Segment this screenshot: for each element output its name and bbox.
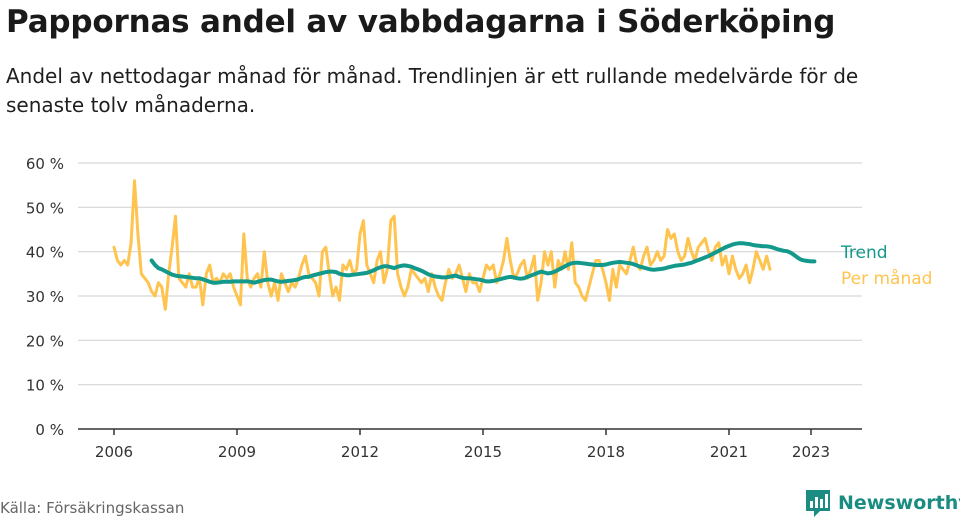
y-tick-label: 20 % [26, 332, 64, 350]
y-tick-label: 50 % [26, 199, 64, 217]
x-tick-label: 2015 [464, 443, 502, 461]
series-line-trend [149, 241, 817, 285]
grid-lines [78, 162, 862, 430]
x-tick-label: 2023 [792, 443, 830, 461]
x-tick-label: 2009 [218, 443, 256, 461]
brand-logo[interactable]: Newsworthy [804, 488, 960, 518]
legend: Trend Per månad [840, 243, 932, 289]
newsworthy-logo-icon [806, 490, 830, 517]
y-tick-label: 30 % [26, 288, 64, 306]
x-tick-label: 2018 [587, 443, 625, 461]
page-title: Pappornas andel av vabbdagarna i Söderkö… [6, 4, 836, 40]
y-tick-label: 60 % [26, 155, 64, 173]
x-tick-label: 2012 [341, 443, 379, 461]
x-axis-ticks: 2006 2009 2012 2015 2018 2021 2023 [95, 429, 830, 461]
legend-label-trend: Trend [840, 243, 888, 263]
legend-label-per-manad: Per månad [841, 268, 932, 289]
x-tick-label: 2021 [710, 443, 748, 461]
y-tick-label: 40 % [26, 244, 64, 262]
source-note: Källa: Försäkringskassan [0, 499, 185, 517]
x-tick-label: 2006 [95, 443, 133, 461]
series-lines [112, 179, 817, 311]
series-line-per-manad [112, 179, 772, 311]
y-tick-label: 10 % [26, 377, 64, 395]
y-axis-ticks: 0 % 10 % 20 % 30 % 40 % 50 % 60 % [26, 155, 64, 439]
brand-name: Newsworthy [838, 492, 960, 514]
y-tick-label: 0 % [35, 421, 64, 439]
page-subtitle: Andel av nettodagar månad för månad. Tre… [6, 64, 859, 117]
